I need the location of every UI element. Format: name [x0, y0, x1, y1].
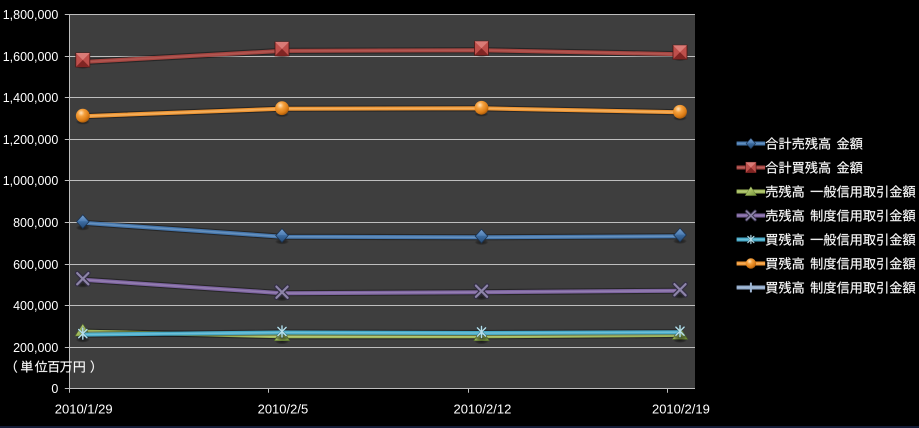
svg-text:1,800,000: 1,800,000 — [3, 8, 59, 22]
svg-text:400,000: 400,000 — [13, 299, 58, 313]
svg-text:800,000: 800,000 — [13, 216, 58, 230]
svg-text:2010/1/29: 2010/1/29 — [55, 402, 113, 417]
svg-text:2010/2/5: 2010/2/5 — [258, 402, 309, 417]
svg-text:600,000: 600,000 — [13, 258, 58, 272]
svg-text:2010/2/19: 2010/2/19 — [652, 402, 710, 417]
svg-text:1,000,000: 1,000,000 — [3, 174, 59, 188]
svg-text:1,600,000: 1,600,000 — [3, 50, 59, 64]
svg-text:0: 0 — [51, 382, 58, 396]
svg-text:1,200,000: 1,200,000 — [3, 133, 59, 147]
svg-text:200,000: 200,000 — [13, 341, 58, 355]
svg-text:2010/2/12: 2010/2/12 — [453, 402, 511, 417]
svg-text:1,400,000: 1,400,000 — [3, 91, 59, 105]
